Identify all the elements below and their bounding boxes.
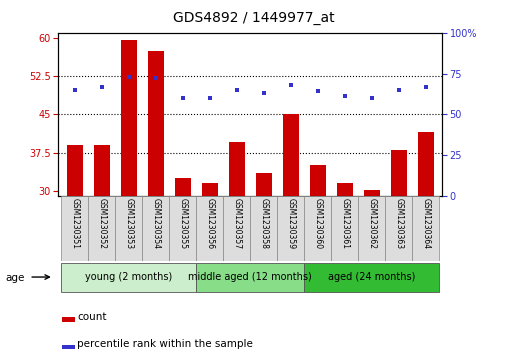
Point	[341, 93, 349, 99]
Text: count: count	[77, 312, 107, 322]
Bar	[337, 183, 353, 196]
Text: GSM1230352: GSM1230352	[97, 198, 106, 249]
Bar	[202, 183, 218, 196]
Text: young (2 months): young (2 months)	[85, 272, 172, 282]
Bar	[223, 196, 250, 261]
Bar	[88, 196, 115, 261]
Text: aged (24 months): aged (24 months)	[328, 272, 416, 282]
Point	[287, 82, 295, 88]
Bar	[391, 150, 407, 196]
Point	[179, 95, 187, 101]
Bar	[229, 142, 245, 196]
Bar	[120, 40, 137, 196]
Point	[151, 76, 160, 81]
Text: GSM1230362: GSM1230362	[367, 198, 376, 249]
Bar	[418, 132, 434, 196]
Bar	[250, 196, 277, 261]
Bar	[61, 196, 88, 261]
Bar	[304, 263, 439, 293]
Text: GSM1230363: GSM1230363	[394, 198, 403, 249]
Text: GSM1230353: GSM1230353	[124, 198, 133, 249]
Text: middle aged (12 months): middle aged (12 months)	[188, 272, 312, 282]
Point	[260, 90, 268, 96]
Bar	[412, 196, 439, 261]
Bar	[331, 196, 358, 261]
Text: GSM1230358: GSM1230358	[259, 198, 268, 249]
Point	[233, 87, 241, 93]
Bar	[358, 196, 385, 261]
Text: GSM1230357: GSM1230357	[232, 198, 241, 249]
Bar	[169, 196, 196, 261]
Point	[368, 95, 376, 101]
Text: GSM1230354: GSM1230354	[151, 198, 160, 249]
Point	[395, 87, 403, 93]
Text: GSM1230356: GSM1230356	[205, 198, 214, 249]
Text: GSM1230364: GSM1230364	[421, 198, 430, 249]
Bar	[142, 196, 169, 261]
Point	[98, 84, 106, 90]
Bar	[61, 263, 196, 293]
Text: GSM1230355: GSM1230355	[178, 198, 187, 249]
Text: GDS4892 / 1449977_at: GDS4892 / 1449977_at	[173, 11, 335, 25]
Text: age: age	[5, 273, 24, 283]
Bar	[256, 173, 272, 196]
Bar	[93, 145, 110, 196]
Bar	[282, 114, 299, 196]
Bar	[196, 263, 304, 293]
Bar	[62, 344, 75, 349]
Text: GSM1230361: GSM1230361	[340, 198, 349, 249]
Bar	[175, 178, 191, 196]
Point	[71, 87, 79, 93]
Text: GSM1230359: GSM1230359	[286, 198, 295, 249]
Bar	[67, 145, 83, 196]
Point	[124, 74, 133, 79]
Bar	[115, 196, 142, 261]
Point	[422, 84, 430, 90]
Bar	[147, 50, 164, 196]
Bar	[304, 196, 331, 261]
Text: GSM1230360: GSM1230360	[313, 198, 322, 249]
Bar	[309, 166, 326, 196]
Bar	[196, 196, 223, 261]
Bar	[364, 190, 380, 196]
Text: GSM1230351: GSM1230351	[70, 198, 79, 249]
Point	[313, 89, 322, 94]
Bar	[385, 196, 412, 261]
Text: percentile rank within the sample: percentile rank within the sample	[77, 339, 253, 349]
Point	[206, 95, 214, 101]
Bar	[62, 317, 75, 322]
Bar	[277, 196, 304, 261]
